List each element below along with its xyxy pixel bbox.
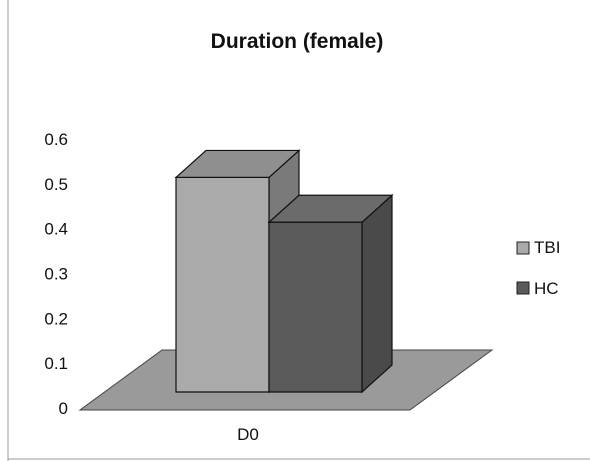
legend: TBI HC	[516, 238, 560, 298]
y-tick-label: 0.2	[44, 309, 68, 328]
y-tick-label: 0.6	[44, 130, 68, 149]
chart-title: Duration (female)	[211, 30, 384, 53]
y-axis-ticks: 0 0.1 0.2 0.3 0.4 0.5 0.6	[44, 130, 68, 418]
y-tick-label: 0.1	[44, 354, 68, 373]
bar-side-hc	[361, 193, 393, 394]
bar-hc	[268, 221, 363, 393]
bar-tbi	[175, 176, 270, 393]
y-tick-label: 0.4	[44, 220, 68, 239]
y-tick-label: 0.5	[44, 175, 68, 194]
legend-swatch-tbi	[516, 241, 530, 255]
y-tick-label: 0	[59, 399, 68, 418]
legend-label-hc: HC	[534, 279, 559, 298]
legend-label-tbi: TBI	[534, 238, 560, 257]
legend-swatch-hc	[516, 281, 530, 295]
category-label-d0: D0	[237, 425, 259, 444]
y-tick-label: 0.3	[44, 265, 68, 284]
bars	[174, 149, 394, 394]
